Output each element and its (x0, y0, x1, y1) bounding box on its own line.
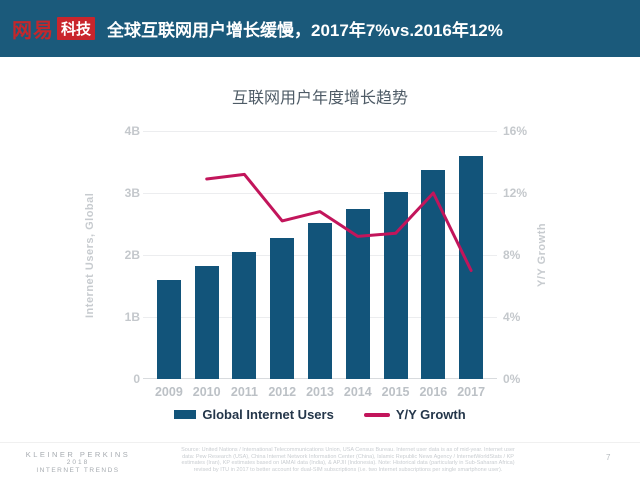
right-axis-ticks: 16% 12% 8% 4% 0% (503, 124, 543, 386)
bar-swatch-icon (174, 410, 197, 419)
right-tick-16: 16% (503, 124, 528, 138)
plot-area (143, 131, 497, 379)
chart-title: 互联网用户年度增长趋势 (231, 90, 408, 107)
legend-label-growth: Y/Y Growth (395, 407, 466, 422)
kp-report: INTERNET TRENDS (36, 467, 120, 474)
x-label-2011: 2011 (230, 385, 259, 399)
x-label-2012: 2012 (268, 385, 297, 399)
bar-2009 (156, 279, 181, 379)
kp-year: 2018 (66, 459, 90, 466)
slide-footer: KLEINER PERKINS 2018 INTERNET TRENDS Sou… (0, 442, 640, 481)
source-line-1: Source: United Nations / International T… (181, 447, 515, 453)
x-label-2017: 2017 (457, 385, 486, 399)
tech-badge: 科技 (57, 17, 96, 40)
source-line-2: data: Pew Research (USA), China Internet… (182, 453, 514, 460)
netease-brand-text: 网易 (12, 20, 54, 42)
right-tick-12: 12% (503, 186, 528, 200)
x-label-2009: 2009 (154, 385, 183, 399)
page-number: 7 (606, 453, 611, 462)
bar-2011 (232, 251, 257, 379)
left-axis-ticks: 4B 3B 2B 1B 0 (100, 124, 140, 386)
x-axis-labels: 2009 2010 2011 2012 2013 2014 2015 2016 … (150, 385, 490, 399)
line-swatch-icon (363, 412, 390, 417)
source-line-3: estimates (Iran), KP estimates based on … (181, 460, 515, 466)
gridline (143, 193, 497, 194)
bar-2010 (194, 266, 219, 379)
article-title: 全球互联网用户增长缓慢，2017年7%vs.2016年12% (107, 21, 503, 40)
left-tick-3b: 3B (124, 186, 140, 200)
bar-2016 (421, 170, 446, 379)
netease-tech-logo[interactable]: 网易 科技 (12, 14, 96, 43)
chart-legend: Global Internet Users Y/Y Growth (0, 407, 640, 422)
x-label-2014: 2014 (343, 385, 372, 399)
left-tick-4b: 4B (124, 124, 140, 138)
source-line-4: revised by ITU in 2017 to better account… (193, 466, 503, 473)
bar-2013 (308, 223, 332, 379)
gridline (143, 131, 497, 132)
left-tick-0: 0 (133, 372, 140, 386)
x-label-2015: 2015 (381, 385, 410, 399)
kp-name: KLEINER PERKINS (25, 450, 131, 459)
x-label-2010: 2010 (192, 385, 221, 399)
kleiner-perkins-branding: KLEINER PERKINS 2018 INTERNET TRENDS (16, 450, 140, 475)
left-tick-1b: 1B (124, 310, 140, 324)
growth-line (205, 172, 473, 272)
x-label-2013: 2013 (306, 385, 334, 399)
legend-label-users: Global Internet Users (202, 407, 334, 422)
legend-item-growth: Y/Y Growth (363, 407, 466, 422)
right-tick-4: 4% (503, 310, 521, 324)
bar-2012 (270, 238, 295, 379)
left-axis-title: Internet Users, Global (84, 192, 96, 318)
right-tick-8: 8% (503, 248, 521, 262)
x-label-2016: 2016 (419, 385, 448, 399)
left-tick-2b: 2B (124, 248, 140, 262)
legend-item-users: Global Internet Users (174, 407, 334, 422)
news-header: 网易 科技 全球互联网用户增长缓慢，2017年7%vs.2016年12% (0, 0, 640, 57)
source-note: Source: United Nations / International T… (150, 447, 546, 473)
right-tick-0: 0% (503, 372, 521, 386)
